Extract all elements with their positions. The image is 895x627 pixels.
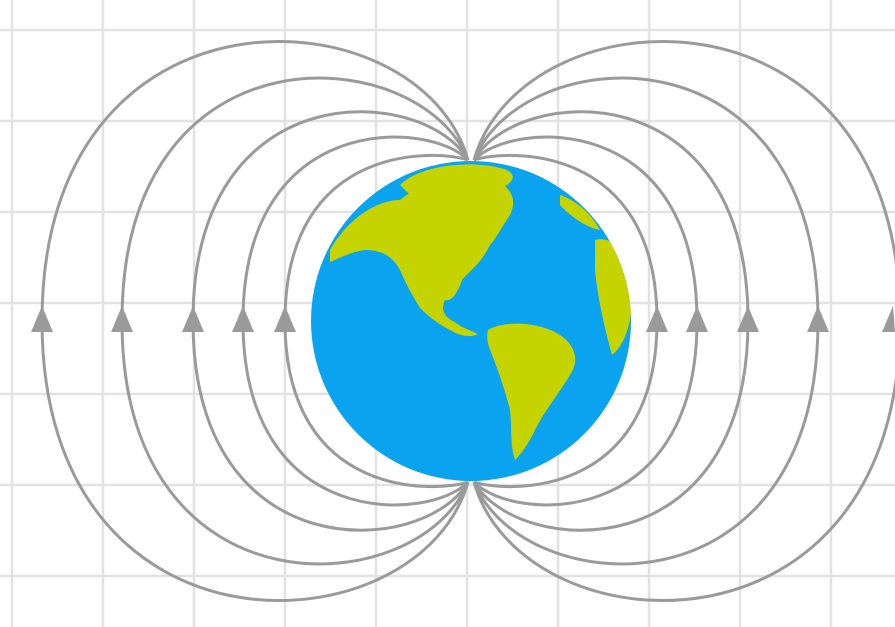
earth	[311, 161, 631, 481]
arrows	[31, 306, 895, 332]
